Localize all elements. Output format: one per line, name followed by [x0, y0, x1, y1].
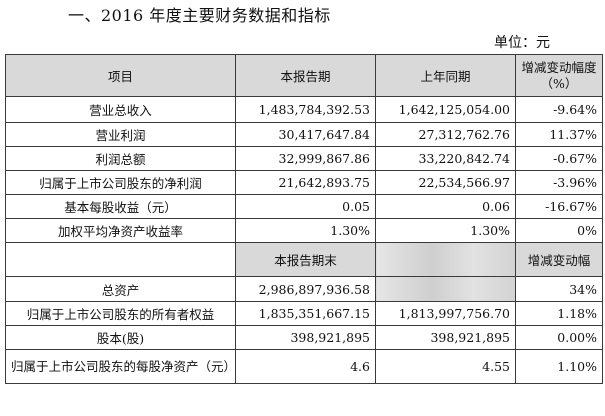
table-header-row: 项目 本报告期 上年同期 增减变动幅度（%） [5, 54, 603, 97]
row-change: -16.67% [515, 194, 603, 219]
subheader-current: 本报告期末 [235, 242, 376, 277]
subheader-blank [5, 242, 236, 277]
row-item: 归属于上市公司股东的每股净资产（元） [5, 349, 236, 384]
row-prior: 1,642,125,054.00 [375, 96, 516, 123]
row-change: -0.67% [515, 146, 603, 171]
row-item: 利润总额 [5, 146, 236, 171]
header-item: 项目 [5, 54, 236, 97]
row-prior-obscured [375, 276, 516, 302]
row-item: 归属于上市公司股东的所有者权益 [5, 301, 236, 326]
header-prior: 上年同期 [375, 54, 516, 97]
row-item: 营业利润 [5, 122, 236, 147]
row-item: 营业总收入 [5, 96, 236, 123]
row-change: 1.10% [515, 349, 603, 384]
row-prior: 27,312,762.76 [375, 122, 516, 147]
row-prior: 398,921,895 [375, 325, 516, 350]
row-current: 30,417,647.84 [235, 122, 376, 147]
table-row: 归属于上市公司股东的每股净资产（元） 4.6 4.55 1.10% [5, 349, 603, 384]
row-change: 34% [515, 276, 603, 302]
row-item: 基本每股收益（元） [5, 194, 236, 219]
table-row: 利润总额 32,999,867.86 33,220,842.74 -0.67% [5, 146, 603, 171]
row-prior: 33,220,842.74 [375, 146, 516, 171]
financial-table: 项目 本报告期 上年同期 增减变动幅度（%） 营业总收入 1,483,784,3… [5, 54, 603, 384]
table-row: 营业利润 30,417,647.84 27,312,762.76 11.37% [5, 122, 603, 147]
row-prior: 1,813,997,756.70 [375, 301, 516, 326]
row-current: 398,921,895 [235, 325, 376, 350]
row-prior: 0.06 [375, 194, 516, 219]
table-row: 总资产 2,986,897,936.58 34% [5, 276, 603, 302]
row-change: -3.96% [515, 170, 603, 195]
header-current: 本报告期 [235, 54, 376, 97]
table-row: 加权平均净资产收益率 1.30% 1.30% 0% [5, 218, 603, 243]
table-row: 基本每股收益（元） 0.05 0.06 -16.67% [5, 194, 603, 219]
row-item: 总资产 [5, 276, 236, 302]
unit-label: 单位：元 [494, 35, 550, 51]
row-prior: 22,534,566.97 [375, 170, 516, 195]
row-prior: 1.30% [375, 218, 516, 243]
table-row: 营业总收入 1,483,784,392.53 1,642,125,054.00 … [5, 96, 603, 123]
row-current: 1.30% [235, 218, 376, 243]
row-item: 加权平均净资产收益率 [5, 218, 236, 243]
row-item: 归属于上市公司股东的净利润 [5, 170, 236, 195]
subheader-prior-obscured [375, 242, 516, 277]
table-row: 归属于上市公司股东的净利润 21,642,893.75 22,534,566.9… [5, 170, 603, 195]
row-change: 0.00% [515, 325, 603, 350]
header-change: 增减变动幅度（%） [515, 54, 603, 97]
section-heading: 一、2016 年度主要财务数据和指标 [68, 6, 331, 25]
row-current: 1,835,351,667.15 [235, 301, 376, 326]
row-change: 11.37% [515, 122, 603, 147]
row-current: 0.05 [235, 194, 376, 219]
row-current: 2,986,897,936.58 [235, 276, 376, 302]
table-row: 归属于上市公司股东的所有者权益 1,835,351,667.15 1,813,9… [5, 301, 603, 326]
row-change: -9.64% [515, 96, 603, 123]
row-prior: 4.55 [375, 349, 516, 384]
row-current: 32,999,867.86 [235, 146, 376, 171]
row-item: 股本(股) [5, 325, 236, 350]
row-current: 4.6 [235, 349, 376, 384]
table-row: 股本(股) 398,921,895 398,921,895 0.00% [5, 325, 603, 350]
row-current: 21,642,893.75 [235, 170, 376, 195]
subheader-change: 增减变动幅 [515, 242, 603, 277]
row-change: 1.18% [515, 301, 603, 326]
table-subheader-row: 本报告期末 增减变动幅 [5, 242, 603, 277]
row-current: 1,483,784,392.53 [235, 96, 376, 123]
row-change: 0% [515, 218, 603, 243]
